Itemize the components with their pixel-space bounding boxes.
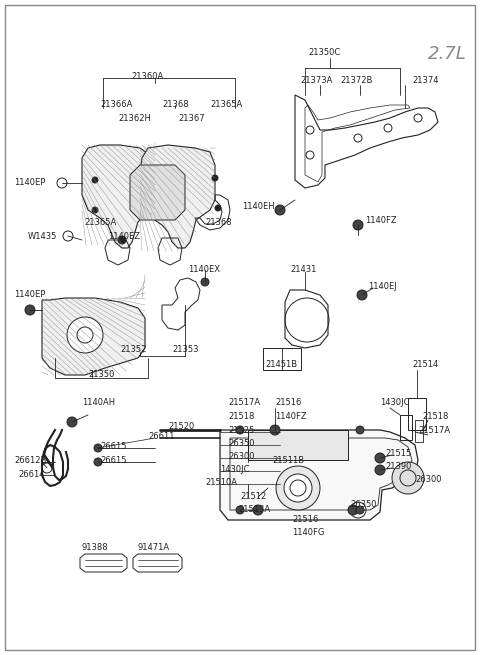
Circle shape — [356, 426, 364, 434]
Bar — [415, 420, 423, 442]
Text: 26615: 26615 — [100, 442, 127, 451]
Text: 21431: 21431 — [290, 265, 316, 274]
Circle shape — [25, 305, 35, 315]
Text: 91388: 91388 — [82, 543, 108, 552]
Text: 1430JC: 1430JC — [220, 465, 250, 474]
Circle shape — [356, 506, 364, 514]
Text: 21514: 21514 — [412, 360, 438, 369]
Circle shape — [118, 236, 126, 244]
Text: 1140EZ: 1140EZ — [108, 232, 140, 241]
Text: 21511B: 21511B — [272, 456, 304, 465]
Text: 91471A: 91471A — [138, 543, 170, 552]
Text: 21360A: 21360A — [132, 72, 164, 81]
Text: 21518: 21518 — [422, 412, 448, 421]
Circle shape — [215, 205, 221, 211]
Bar — [248, 430, 348, 460]
Text: 1140EP: 1140EP — [14, 178, 46, 187]
Text: 1140EJ: 1140EJ — [368, 282, 397, 291]
Polygon shape — [42, 298, 145, 375]
Text: 1140FG: 1140FG — [292, 528, 324, 537]
Text: 21352: 21352 — [120, 345, 146, 354]
Text: 26612B: 26612B — [14, 456, 47, 465]
Text: 21515: 21515 — [385, 449, 411, 458]
Text: 21451B: 21451B — [265, 360, 297, 369]
Text: 21518: 21518 — [228, 412, 254, 421]
Circle shape — [375, 453, 385, 463]
Circle shape — [94, 458, 102, 466]
Text: 1140EP: 1140EP — [14, 290, 46, 299]
Circle shape — [67, 417, 77, 427]
Text: 26350: 26350 — [228, 439, 254, 448]
Circle shape — [92, 177, 98, 183]
Text: 21520: 21520 — [168, 422, 194, 431]
Text: 21517A: 21517A — [228, 398, 260, 407]
Bar — [400, 415, 412, 440]
Circle shape — [236, 506, 244, 514]
Text: 21512: 21512 — [240, 492, 266, 501]
Text: 1140EH: 1140EH — [242, 202, 275, 211]
Circle shape — [67, 317, 103, 353]
Text: 21372B: 21372B — [340, 76, 372, 85]
Text: 21362H: 21362H — [118, 114, 151, 123]
Text: 26300: 26300 — [228, 452, 254, 461]
Text: 21510A: 21510A — [205, 478, 237, 487]
Text: 1140FZ: 1140FZ — [275, 412, 307, 421]
Polygon shape — [82, 145, 155, 248]
Text: 1140FZ: 1140FZ — [365, 216, 396, 225]
Circle shape — [270, 425, 280, 435]
Bar — [408, 398, 426, 430]
Text: 26300: 26300 — [415, 475, 442, 484]
Text: 26614: 26614 — [18, 470, 45, 479]
Circle shape — [392, 462, 424, 494]
Text: 21517A: 21517A — [418, 426, 450, 435]
Circle shape — [348, 505, 358, 515]
Text: 21390: 21390 — [385, 462, 411, 471]
Text: 21373A: 21373A — [300, 76, 332, 85]
Text: 21350: 21350 — [88, 370, 114, 379]
Text: 26350: 26350 — [350, 500, 376, 509]
Bar — [263, 348, 301, 370]
Text: 21516: 21516 — [292, 515, 318, 524]
Text: 21350C: 21350C — [308, 48, 340, 57]
Text: 21353: 21353 — [172, 345, 199, 354]
Text: W1435: W1435 — [28, 232, 58, 241]
Circle shape — [375, 465, 385, 475]
Circle shape — [357, 290, 367, 300]
Polygon shape — [140, 145, 215, 248]
Text: 21368: 21368 — [205, 218, 232, 227]
Text: 21516: 21516 — [275, 398, 301, 407]
Text: 1430JC: 1430JC — [380, 398, 409, 407]
Circle shape — [353, 220, 363, 230]
Text: 21525: 21525 — [228, 426, 254, 435]
Text: 21368: 21368 — [162, 100, 189, 109]
Text: 2.7L: 2.7L — [428, 45, 467, 63]
Text: 21513A: 21513A — [238, 505, 270, 514]
Text: 21366A: 21366A — [100, 100, 132, 109]
Circle shape — [236, 426, 244, 434]
Circle shape — [275, 205, 285, 215]
Text: 26611: 26611 — [148, 432, 175, 441]
Text: 26615: 26615 — [100, 456, 127, 465]
Text: 21374: 21374 — [412, 76, 439, 85]
Polygon shape — [130, 165, 185, 220]
Circle shape — [253, 505, 263, 515]
Circle shape — [276, 466, 320, 510]
Polygon shape — [220, 430, 418, 520]
Circle shape — [92, 207, 98, 213]
Circle shape — [201, 278, 209, 286]
Text: 1140AH: 1140AH — [82, 398, 115, 407]
Text: 21365A: 21365A — [210, 100, 242, 109]
Text: 1140EX: 1140EX — [188, 265, 220, 274]
Text: 21367: 21367 — [178, 114, 204, 123]
Circle shape — [284, 474, 312, 502]
Circle shape — [212, 175, 218, 181]
Text: 21365A: 21365A — [84, 218, 116, 227]
Circle shape — [94, 444, 102, 452]
